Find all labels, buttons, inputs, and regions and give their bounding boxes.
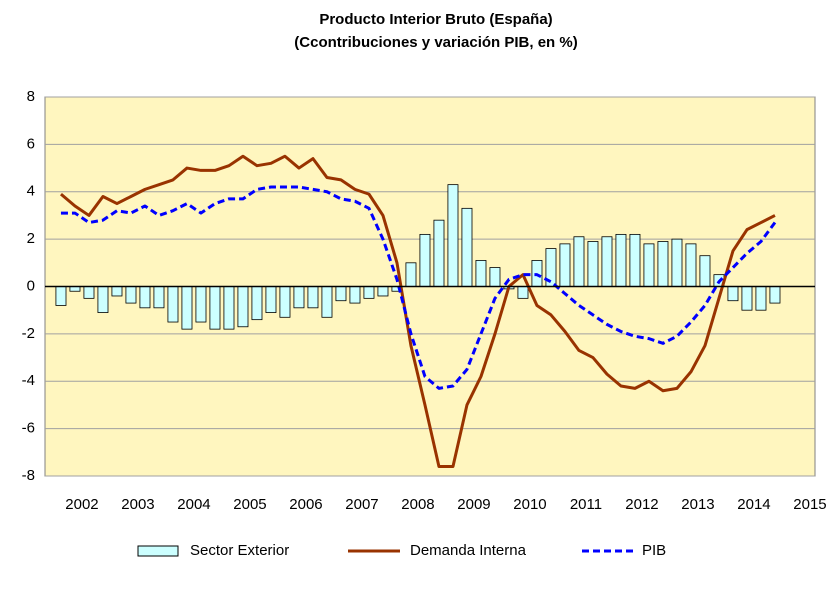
bar [601,236,613,287]
x-tick-label: 2003 [121,496,154,513]
bar [727,286,739,302]
line [59,154,776,469]
bar [97,286,109,313]
bar [279,286,291,318]
chart-title: Producto Interior Bruto (España) [319,11,552,28]
x-tick-label: 2010 [513,496,546,513]
bar [223,286,235,330]
y-tick-label: -6 [22,420,35,437]
bar [447,184,459,287]
y-tick-label: 4 [27,183,35,200]
bar [769,286,781,304]
legend-label: PIB [642,542,666,559]
bar [293,286,305,309]
x-tick-label: 2014 [737,496,770,513]
bar [237,286,249,328]
x-tick-label: 2013 [681,496,714,513]
bar [629,233,641,287]
bar [307,286,319,309]
x-tick-label: 2011 [570,496,602,513]
y-tick-label: 8 [27,88,35,105]
bar [181,286,193,330]
bar [405,262,417,287]
bar [699,255,711,287]
bar [111,286,123,297]
bar [643,243,655,287]
x-tick-label: 2008 [401,496,434,513]
bar [671,238,683,287]
bar [517,286,529,299]
y-tick-label: 2 [27,230,35,247]
bar [83,286,95,299]
y-tick-label: 0 [27,277,35,294]
bar [741,286,753,311]
x-tick-label: 2005 [233,496,266,513]
bar [685,243,697,287]
bar [559,243,571,287]
bar [139,286,151,309]
legend-label: Sector Exterior [190,542,289,559]
bar [251,286,263,321]
bar [475,260,487,287]
bar [461,207,473,287]
chart-title: (Ccontribuciones y variación PIB, en %) [294,34,577,51]
bar [363,286,375,299]
x-tick-label: 2006 [289,496,322,513]
bar [265,286,277,313]
bar [419,233,431,287]
x-tick-label: 2015 [793,496,826,513]
x-tick-label: 2004 [177,496,210,513]
bar [125,286,137,304]
bar [209,286,221,330]
y-tick-label: -8 [22,467,35,484]
bar [335,286,347,302]
legend-swatch [137,545,179,557]
bar [195,286,207,323]
bar [153,286,165,309]
bar [755,286,767,311]
bar [433,219,445,287]
bar [167,286,179,323]
y-tick-label: -2 [22,325,35,342]
bar [489,267,501,287]
bar [573,236,585,287]
legend-label: Demanda Interna [410,542,527,559]
bar [321,286,333,318]
bar [377,286,389,297]
bar [657,241,669,287]
x-tick-label: 2007 [345,496,378,513]
bar [349,286,361,304]
bar [55,286,67,306]
y-tick-label: -4 [22,372,35,389]
bar [615,233,627,287]
x-tick-label: 2012 [625,496,658,513]
line [60,185,777,390]
x-tick-label: 2002 [65,496,98,513]
x-tick-label: 2009 [457,496,490,513]
bar [587,241,599,287]
y-tick-label: 6 [27,135,35,152]
